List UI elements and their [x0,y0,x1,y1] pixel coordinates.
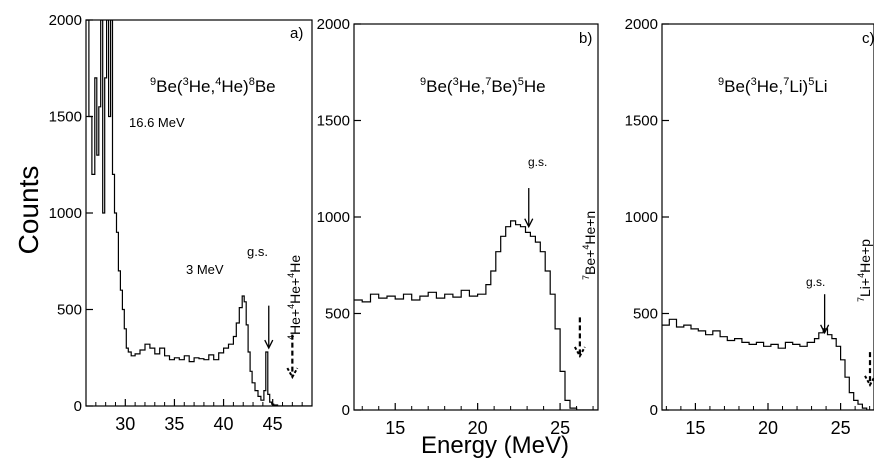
x-axis-label: Energy (MeV) [421,432,569,459]
panel-c: 0 500 1000 1500 2000 15 20 25 [625,16,874,438]
panel-c-gs-arrowhead [820,324,830,335]
y-axis-label: Counts [13,166,44,255]
panel-c-ytick-label: 1500 [625,113,658,130]
panel-b-xtick-label: 20 [468,418,488,438]
panel-b-gs-arrowhead [524,218,534,229]
panel-b-ytick-label: 0 [342,402,350,419]
panel-b-ytick-label: 2000 [317,16,350,33]
panel-a-annotation-3mev: 3 MeV [186,262,224,277]
panel-a-annotation-16mev: 16.6 MeV [129,115,185,130]
panel-b-ytick-label: 500 [325,306,350,323]
panel-b: 0 500 1000 1500 2000 15 20 25 [317,16,599,438]
panel-a: 0 500 1000 1500 2000 30 35 40 45 [49,12,313,434]
panel-b-reaction: 9Be(3He,7Be)5He [420,76,546,96]
panel-a-annotation-gs: g.s. [247,244,268,259]
panel-c-ytick-label: 0 [650,402,658,419]
panel-a-xtick-label: 30 [115,414,135,434]
panel-a-threshold-label: 4He+4He+4He [286,255,303,340]
panel-c-reaction: 9Be(3He,7Li)5Li [718,76,828,96]
panel-b-ytick-label: 1500 [317,113,350,130]
panel-a-xtick-label: 35 [164,414,184,434]
panel-b-annotation-gs: g.s. [528,155,547,169]
panel-b-ytick-label: 1000 [317,209,350,226]
panel-a-ytick-label: 1000 [49,205,82,222]
panel-a-ytick-label: 0 [74,398,82,415]
panel-b-label: b) [579,30,592,47]
panel-c-histogram [662,318,874,410]
panel-a-ytick-label: 500 [57,302,82,319]
panel-c-threshold-label: 7Li+4He+p [856,239,873,302]
panel-b-threshold-arrowhead [573,346,586,359]
panel-a-ytick-label: 1500 [49,109,82,126]
panel-c-xtick-label: 20 [758,418,778,438]
panel-a-label: a) [290,25,303,42]
panel-a-histogram [86,20,312,406]
panel-a-xtick-label: 40 [214,414,234,434]
panel-c-label: c) [862,30,874,47]
panel-b-xtick-label: 15 [385,418,405,438]
panel-c-ytick-label: 500 [633,306,658,323]
panel-c-threshold-arrowhead [864,375,874,387]
panel-b-histogram [354,220,598,410]
panel-b-xtick-label: 25 [550,418,570,438]
panel-a-threshold-arrowhead [286,367,299,380]
panel-c-ytick-label: 2000 [625,16,658,33]
panel-a-reaction: 9Be(3He,4He)8Be [150,76,276,96]
panel-a-xtick-label: 45 [263,414,283,434]
panel-b-threshold-label: 7Be+4He+n [581,211,598,280]
panel-c-ytick-label: 1000 [625,209,658,226]
panel-c-xtick-label: 25 [831,418,851,438]
panel-a-gs-arrowhead [264,339,274,350]
panel-c-annotation-gs: g.s. [806,275,825,289]
panel-a-ytick-label: 2000 [49,12,82,29]
panel-c-xtick-label: 15 [685,418,705,438]
